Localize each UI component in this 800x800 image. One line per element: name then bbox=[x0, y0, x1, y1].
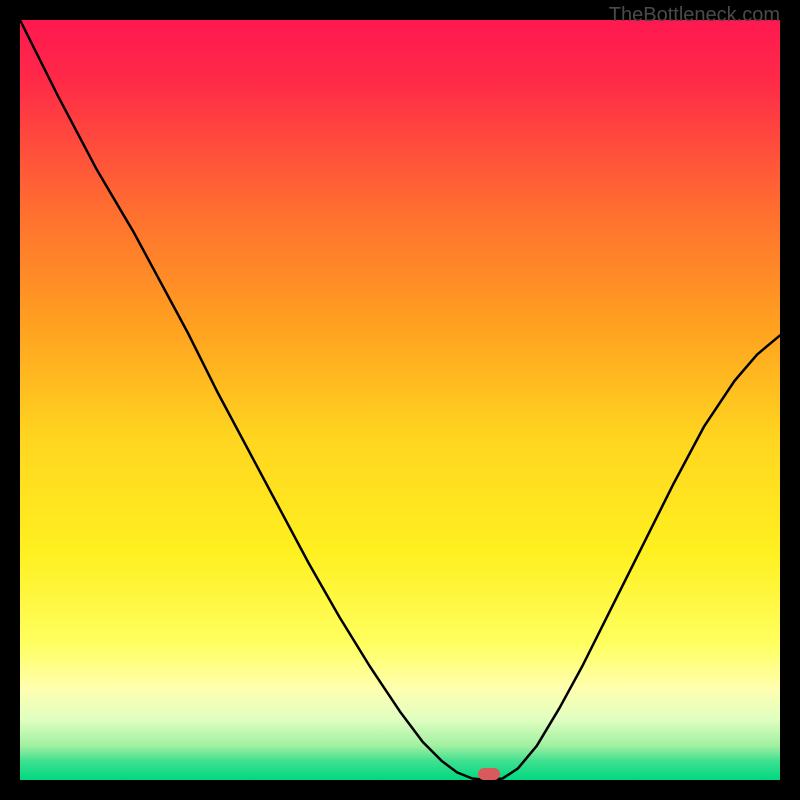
optimal-marker bbox=[478, 768, 500, 780]
plot-area bbox=[20, 20, 780, 780]
watermark-text: TheBottleneck.com bbox=[609, 4, 780, 27]
bottleneck-curve bbox=[20, 20, 780, 780]
